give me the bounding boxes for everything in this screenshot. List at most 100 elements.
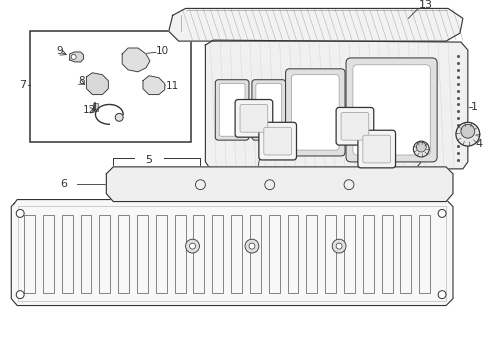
FancyBboxPatch shape	[346, 58, 437, 162]
Text: 8: 8	[78, 76, 85, 86]
Bar	[159, 179, 171, 197]
Circle shape	[414, 141, 429, 157]
Polygon shape	[11, 199, 453, 306]
Bar	[297, 179, 309, 197]
Bar	[231, 215, 242, 293]
Bar	[396, 179, 408, 197]
FancyBboxPatch shape	[286, 69, 345, 156]
Polygon shape	[122, 48, 150, 72]
FancyBboxPatch shape	[358, 130, 395, 168]
Bar	[212, 215, 223, 293]
Bar	[377, 179, 389, 197]
FancyBboxPatch shape	[264, 127, 292, 155]
Bar	[337, 179, 349, 197]
FancyBboxPatch shape	[240, 104, 268, 132]
Circle shape	[71, 54, 76, 59]
Bar	[131, 57, 139, 62]
Text: 7: 7	[19, 80, 26, 90]
FancyBboxPatch shape	[256, 84, 282, 136]
Bar	[198, 179, 210, 197]
Circle shape	[438, 291, 446, 298]
Text: 5: 5	[146, 155, 152, 165]
Circle shape	[461, 124, 475, 138]
Bar	[238, 179, 250, 197]
FancyBboxPatch shape	[336, 107, 374, 145]
Bar	[94, 103, 98, 111]
Bar	[400, 215, 412, 293]
Text: 13: 13	[419, 0, 433, 10]
Bar	[306, 215, 318, 293]
Bar	[62, 215, 73, 293]
FancyBboxPatch shape	[353, 65, 430, 155]
Polygon shape	[106, 167, 453, 202]
Polygon shape	[143, 76, 165, 95]
Bar	[18, 207, 446, 301]
Text: 2: 2	[414, 160, 421, 170]
Bar	[155, 84, 161, 89]
Bar	[194, 215, 204, 293]
Bar	[436, 179, 448, 197]
Bar	[419, 215, 430, 293]
Text: 11: 11	[166, 81, 179, 91]
Circle shape	[249, 243, 255, 249]
Polygon shape	[205, 40, 468, 169]
FancyBboxPatch shape	[219, 84, 245, 136]
Bar	[128, 55, 142, 64]
FancyBboxPatch shape	[259, 122, 296, 160]
Circle shape	[456, 122, 480, 146]
Bar	[250, 215, 261, 293]
Bar	[80, 215, 92, 293]
Bar	[90, 81, 101, 90]
Bar	[24, 215, 35, 293]
FancyBboxPatch shape	[292, 75, 339, 150]
Bar	[30, 31, 191, 142]
Circle shape	[190, 243, 196, 249]
Bar	[416, 179, 428, 197]
Bar	[218, 179, 230, 197]
Bar	[288, 215, 298, 293]
Text: 9: 9	[56, 46, 63, 56]
Bar	[139, 179, 151, 197]
Bar	[363, 215, 374, 293]
Circle shape	[416, 142, 426, 152]
Text: 3: 3	[254, 167, 261, 177]
Bar	[278, 179, 290, 197]
Bar	[382, 215, 392, 293]
Bar	[119, 179, 131, 197]
FancyBboxPatch shape	[252, 80, 286, 140]
Bar	[344, 215, 355, 293]
Bar	[43, 215, 54, 293]
Text: 4: 4	[475, 139, 482, 149]
FancyBboxPatch shape	[235, 99, 273, 137]
Bar	[258, 179, 270, 197]
Bar	[325, 215, 336, 293]
Bar	[174, 215, 186, 293]
Bar	[137, 215, 148, 293]
Circle shape	[438, 210, 446, 217]
Circle shape	[186, 239, 199, 253]
Circle shape	[245, 239, 259, 253]
Bar	[156, 215, 167, 293]
Text: 12: 12	[83, 105, 96, 116]
Bar	[211, 49, 462, 163]
Circle shape	[332, 239, 346, 253]
Bar	[269, 215, 280, 293]
Circle shape	[16, 291, 24, 298]
FancyBboxPatch shape	[363, 135, 391, 163]
Polygon shape	[87, 73, 108, 95]
Text: 3: 3	[363, 185, 370, 195]
Bar	[118, 215, 129, 293]
Text: 1: 1	[471, 103, 478, 112]
Bar	[318, 179, 329, 197]
Bar	[357, 179, 369, 197]
FancyBboxPatch shape	[215, 80, 249, 140]
Text: 6: 6	[60, 179, 67, 189]
Circle shape	[336, 243, 342, 249]
Bar	[99, 215, 110, 293]
Bar	[179, 179, 191, 197]
Polygon shape	[169, 8, 463, 41]
Circle shape	[16, 210, 24, 217]
Circle shape	[115, 113, 123, 121]
Text: 10: 10	[156, 46, 170, 56]
Polygon shape	[70, 52, 84, 62]
